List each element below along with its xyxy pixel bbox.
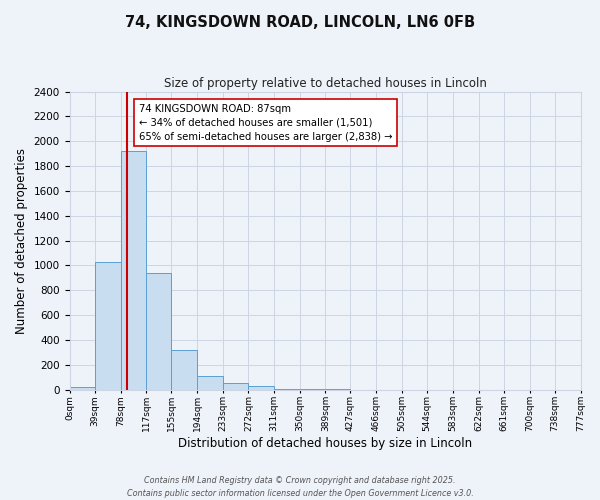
Bar — [274, 389, 299, 390]
Bar — [95, 262, 121, 390]
Text: 74 KINGSDOWN ROAD: 87sqm
← 34% of detached houses are smaller (1,501)
65% of sem: 74 KINGSDOWN ROAD: 87sqm ← 34% of detach… — [139, 104, 392, 142]
Bar — [70, 387, 95, 390]
Title: Size of property relative to detached houses in Lincoln: Size of property relative to detached ho… — [164, 78, 487, 90]
Y-axis label: Number of detached properties: Number of detached properties — [15, 148, 28, 334]
X-axis label: Distribution of detached houses by size in Lincoln: Distribution of detached houses by size … — [178, 437, 472, 450]
Bar — [223, 384, 248, 390]
Bar — [146, 273, 172, 390]
Bar — [197, 376, 223, 390]
Bar — [172, 350, 197, 390]
Bar — [248, 386, 274, 390]
Text: Contains HM Land Registry data © Crown copyright and database right 2025.
Contai: Contains HM Land Registry data © Crown c… — [127, 476, 473, 498]
Bar — [121, 151, 146, 390]
Text: 74, KINGSDOWN ROAD, LINCOLN, LN6 0FB: 74, KINGSDOWN ROAD, LINCOLN, LN6 0FB — [125, 15, 475, 30]
